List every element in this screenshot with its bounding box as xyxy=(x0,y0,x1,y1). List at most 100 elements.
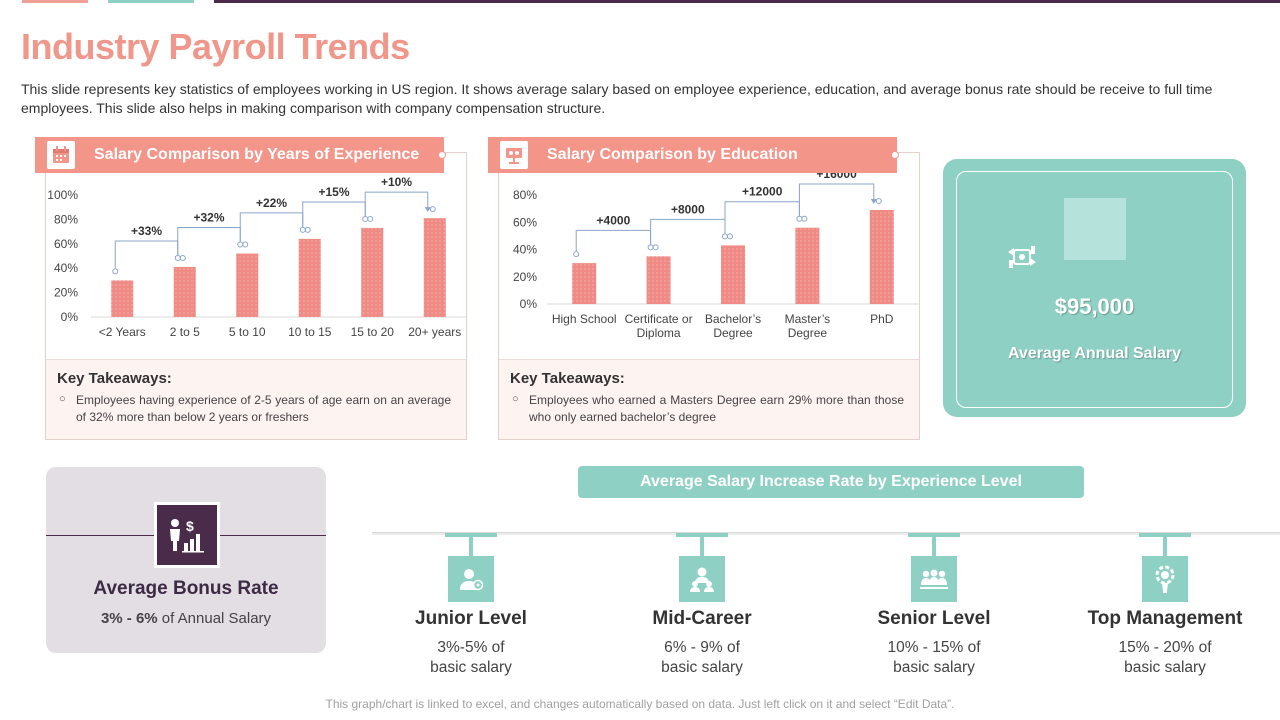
takeaway-title: Key Takeaways: xyxy=(57,370,172,387)
level-range-line1: 15% - 20% of xyxy=(1118,639,1212,656)
bonus-title: Average Bonus Rate xyxy=(93,578,279,599)
annotation-start-dot xyxy=(362,215,369,222)
level-stem xyxy=(932,535,936,557)
x-tick-label: <2 Years xyxy=(99,325,146,339)
experience-bar-chart[interactable]: 0% 20% 40% 60% 80% 100% <2 Years 2 to 5 5 to 10 1… xyxy=(46,171,466,377)
x-tick-label: 2 to 5 xyxy=(170,325,200,339)
annotation-end-dot xyxy=(801,215,808,222)
level-range: 15% - 20% of basic salary xyxy=(1095,638,1235,677)
y-tick-label: 0% xyxy=(61,310,79,324)
level-range-line1: 10% - 15% of xyxy=(887,639,981,656)
level-title: Junior Level xyxy=(415,608,527,629)
salary-image-placeholder xyxy=(1064,198,1126,260)
annotation-start-dot xyxy=(237,241,244,248)
average-salary-frame: $95,000 Average Annual Salary xyxy=(956,171,1233,408)
annotation-label: +12000 xyxy=(742,185,783,199)
education-takeaways: Key Takeaways: ○ Employees who earned a … xyxy=(499,359,919,439)
annotation-label: +22% xyxy=(256,196,287,210)
annotation-label: +10% xyxy=(381,175,412,189)
takeaway-text: Employees who earned a Masters Degree ea… xyxy=(529,393,904,424)
annotation-start-dot xyxy=(722,233,728,240)
header-connector-dot xyxy=(438,151,446,159)
average-salary-value: $95,000 xyxy=(1054,294,1135,319)
bar-1 xyxy=(173,266,196,317)
calendar-icon xyxy=(47,141,75,169)
level-stem xyxy=(469,535,473,557)
annotation-bracket xyxy=(177,227,241,255)
education-header: Salary Comparison by Education xyxy=(488,137,899,173)
level-range: 3%-5% of basic salary xyxy=(401,638,541,677)
annotation-bracket xyxy=(114,240,179,269)
bar-2 xyxy=(721,245,745,304)
annotation-bracket xyxy=(364,191,429,216)
x-tick-label: 15 to 20 xyxy=(351,325,395,339)
annotation-bracket xyxy=(302,201,366,227)
timeline-title: Average Salary Increase Rate by Experien… xyxy=(578,466,1084,498)
annotation-end-dot xyxy=(367,215,374,222)
svg-text:$: $ xyxy=(186,518,194,534)
experience-header-text: Salary Comparison by Years of Experience xyxy=(94,146,420,163)
annotation-end-dot xyxy=(304,226,311,233)
education-bar-chart[interactable]: 0% 20% 40% 60% 80% High School Certificate or D… xyxy=(499,171,919,377)
top-accent-bar-teal xyxy=(108,0,194,3)
annotation-end-dot xyxy=(652,244,659,251)
level-range: 10% - 15% of basic salary xyxy=(864,638,1004,677)
level-title: Mid-Career xyxy=(652,608,752,629)
y-tick-label: 40% xyxy=(513,243,537,257)
y-tick-label: 40% xyxy=(54,261,78,275)
level-range-line2: basic salary xyxy=(1124,658,1206,676)
education-header-text: Salary Comparison by Education xyxy=(547,146,798,163)
y-tick-label: 20% xyxy=(513,270,537,284)
x-tick-label: Master’s Degree xyxy=(785,312,831,340)
x-tick-label: Bachelor’s Degree xyxy=(705,312,761,340)
annotation-label: +4000 xyxy=(597,213,631,227)
top-accent-bar-coral xyxy=(22,0,88,3)
annotation-arrow xyxy=(870,198,877,204)
level-range-line2: basic salary xyxy=(661,658,743,676)
annotation-arrow xyxy=(424,207,431,213)
bonus-description: 3% - 6% of Annual Salary xyxy=(46,610,326,627)
average-salary-card: $95,000 Average Annual Salary xyxy=(943,159,1246,417)
annotation-end-dot xyxy=(875,197,882,204)
money-transfer-icon xyxy=(1005,240,1039,274)
education-chart-panel: 0% 20% 40% 60% 80% High School Certificate or D… xyxy=(498,152,920,440)
bar-4 xyxy=(361,227,384,317)
experience-takeaways: Key Takeaways: ○ Employees having experi… xyxy=(46,359,466,439)
annotation-start-dot xyxy=(174,254,181,261)
header-connector-dot xyxy=(891,151,899,159)
bonus-icon-frame: $ xyxy=(154,502,220,568)
bar-0 xyxy=(111,280,134,317)
experience-chart-panel: 0% 20% 40% 60% 80% 100% <2 Years 2 to 5 5 to 10 1… xyxy=(45,152,467,440)
page-title: Industry Payroll Trends xyxy=(21,26,410,67)
bar-0 xyxy=(572,263,597,304)
annotation-end-dot xyxy=(242,241,249,248)
level-range-line1: 6% - 9% of xyxy=(664,639,740,656)
annotation-label: +16000 xyxy=(816,171,857,181)
person-chart-icon: $ xyxy=(157,505,217,565)
annotation-bracket xyxy=(239,212,304,242)
annotation-label: +15% xyxy=(318,185,349,199)
bar-4 xyxy=(869,209,894,304)
gear-lightbulb-icon xyxy=(1142,556,1188,602)
y-tick-label: 0% xyxy=(520,297,538,311)
y-tick-label: 80% xyxy=(54,212,78,226)
bar-1 xyxy=(646,256,671,304)
timeline-line xyxy=(372,532,1280,535)
bar-2 xyxy=(236,253,259,317)
bonus-range: 3% - 6% xyxy=(100,610,158,627)
y-tick-label: 20% xyxy=(54,286,78,300)
annotation-label: +33% xyxy=(131,224,162,238)
x-tick-label: 20+ years xyxy=(408,325,461,339)
annotation-bracket xyxy=(650,218,726,245)
x-tick-label: PhD xyxy=(870,312,894,326)
takeaway-bullet: ○ xyxy=(512,393,519,405)
presentation-icon xyxy=(500,141,528,169)
user-badge-icon xyxy=(448,556,494,602)
level-stem xyxy=(700,535,704,557)
annotation-start-dot xyxy=(112,268,119,275)
top-accent-bar-plum xyxy=(214,0,1280,3)
x-tick-label: High School xyxy=(552,312,617,326)
takeaway-text: Employees having experience of 2-5 years… xyxy=(76,393,451,424)
average-salary-label: Average Annual Salary xyxy=(1007,345,1182,362)
bar-3 xyxy=(795,227,820,304)
